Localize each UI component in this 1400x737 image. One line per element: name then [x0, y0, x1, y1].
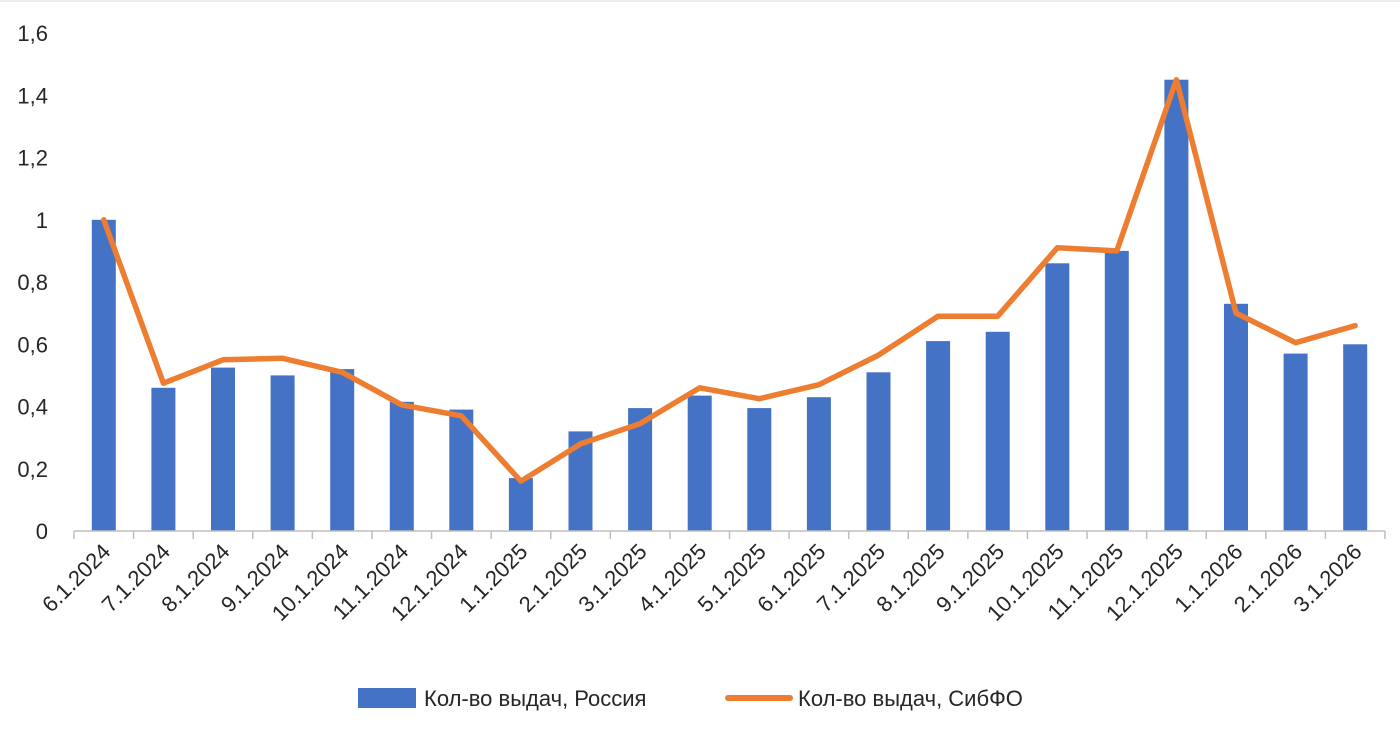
y-tick-label: 0 — [36, 519, 48, 544]
legend-label-russia: Кол-во выдач, Россия — [424, 686, 646, 711]
y-tick-label: 1,6 — [17, 21, 48, 46]
y-tick-label: 0,4 — [17, 395, 48, 420]
bar-russia-6.1.2024[interactable] — [92, 220, 116, 531]
bar-russia-9.1.2024[interactable] — [271, 375, 295, 531]
bar-russia-12.1.2025[interactable] — [1164, 80, 1188, 531]
y-tick-label: 0,8 — [17, 270, 48, 295]
bar-russia-5.1.2025[interactable] — [747, 408, 771, 531]
y-tick-label: 0,2 — [17, 457, 48, 482]
bar-russia-1.1.2025[interactable] — [509, 478, 533, 531]
y-tick-label: 1 — [36, 208, 48, 233]
x-axis-ticks: 6.1.20247.1.20248.1.20249.1.202410.1.202… — [37, 539, 1367, 626]
bar-russia-10.1.2024[interactable] — [330, 369, 354, 531]
legend: Кол-во выдач, Россия Кол-во выдач, СибФО — [358, 686, 1023, 711]
bar-russia-1.1.2026[interactable] — [1224, 304, 1248, 531]
bar-russia-11.1.2025[interactable] — [1105, 251, 1129, 531]
bar-russia-9.1.2025[interactable] — [986, 332, 1010, 531]
bar-russia-7.1.2024[interactable] — [151, 388, 175, 531]
bar-russia-3.1.2026[interactable] — [1343, 344, 1367, 531]
bar-russia-2.1.2026[interactable] — [1284, 354, 1308, 531]
legend-item-russia[interactable]: Кол-во выдач, Россия — [358, 686, 646, 711]
bar-russia-8.1.2025[interactable] — [926, 341, 950, 531]
bar-russia-8.1.2024[interactable] — [211, 368, 235, 531]
bar-russia-10.1.2025[interactable] — [1045, 263, 1069, 531]
bar-series-russia — [92, 80, 1367, 531]
y-axis-ticks: 0 0,2 0,4 0,6 0,8 1 1,2 1,4 1,6 — [17, 21, 48, 544]
legend-label-sibfo: Кол-во выдач, СибФО — [798, 686, 1023, 711]
bar-russia-7.1.2025[interactable] — [867, 372, 891, 531]
legend-item-sibfo[interactable]: Кол-во выдач, СибФО — [728, 686, 1023, 711]
bar-russia-4.1.2025[interactable] — [688, 396, 712, 531]
y-tick-label: 1,4 — [17, 83, 48, 108]
legend-swatch-russia — [358, 688, 416, 708]
y-tick-label: 0,6 — [17, 332, 48, 357]
axes — [74, 531, 1385, 539]
bar-russia-6.1.2025[interactable] — [807, 397, 831, 531]
bar-russia-11.1.2024[interactable] — [390, 402, 414, 531]
y-tick-label: 1,2 — [17, 146, 48, 171]
